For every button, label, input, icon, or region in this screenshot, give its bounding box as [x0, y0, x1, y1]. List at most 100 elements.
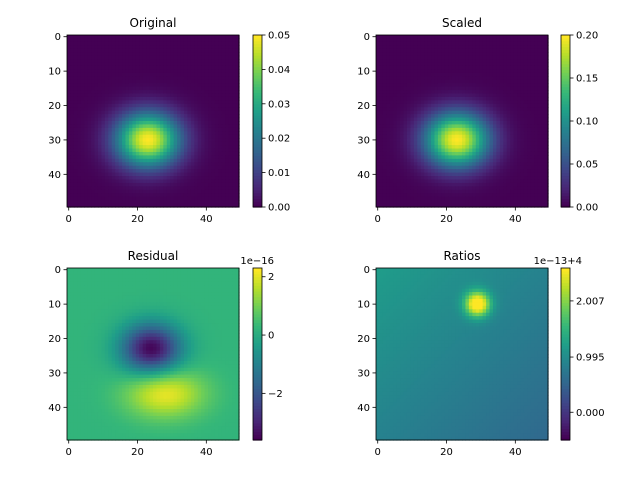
heatmap-cell: [205, 45, 209, 49]
heatmap-cell: [122, 162, 126, 166]
heatmap-cell: [421, 166, 425, 170]
heatmap-cell: [445, 63, 449, 67]
heatmap-cell: [232, 97, 236, 101]
heatmap-cell: [205, 173, 209, 177]
heatmap-cell: [215, 56, 219, 60]
heatmap-cell: [417, 93, 421, 97]
heatmap-cell: [112, 200, 116, 204]
heatmap-cell: [462, 35, 466, 39]
heatmap-cell: [194, 69, 198, 73]
heatmap-cell: [465, 73, 469, 77]
heatmap-cell: [379, 35, 383, 39]
heatmap-cell: [174, 197, 178, 201]
heatmap-cell: [222, 87, 226, 91]
heatmap-cell: [170, 149, 174, 153]
heatmap-cell: [407, 118, 411, 122]
heatmap-cell: [531, 138, 535, 142]
heatmap-cell: [414, 63, 418, 67]
heatmap-cell: [95, 145, 99, 149]
heatmap-cell: [174, 183, 178, 187]
heatmap-cell: [500, 107, 504, 111]
heatmap-cell: [115, 35, 119, 39]
heatmap-cell: [424, 56, 428, 60]
heatmap-cell: [493, 49, 497, 53]
heatmap-cell: [146, 166, 150, 170]
heatmap-cell: [125, 76, 129, 80]
heatmap-cell: [417, 69, 421, 73]
heatmap-cell: [476, 76, 480, 80]
heatmap-cell: [386, 35, 390, 39]
heatmap-cell: [119, 56, 123, 60]
heatmap-cell: [486, 69, 490, 73]
heatmap-cell: [541, 145, 545, 149]
heatmap-cell: [527, 135, 531, 139]
heatmap-cell: [70, 193, 74, 197]
heatmap-cell: [160, 162, 164, 166]
heatmap-cell: [379, 173, 383, 177]
heatmap-cell: [84, 135, 88, 139]
heatmap-cell: [119, 155, 123, 159]
heatmap-cell: [421, 52, 425, 56]
heatmap-cell: [81, 162, 85, 166]
heatmap-cell: [119, 42, 123, 46]
heatmap-cell: [184, 142, 188, 146]
heatmap-cell: [119, 52, 123, 56]
heatmap-cell: [184, 176, 188, 180]
heatmap-cell: [77, 76, 81, 80]
heatmap-cell: [205, 197, 209, 201]
heatmap-cell: [218, 66, 222, 70]
heatmap-cell: [531, 107, 535, 111]
heatmap-cell: [156, 107, 160, 111]
heatmap-cell: [174, 35, 178, 39]
heatmap-cell: [520, 128, 524, 132]
heatmap-cell: [77, 135, 81, 139]
heatmap-cell: [455, 69, 459, 73]
heatmap-cell: [527, 56, 531, 60]
heatmap-cell: [517, 173, 521, 177]
heatmap-cell: [517, 169, 521, 173]
heatmap-cell: [400, 97, 404, 101]
heatmap-cell: [112, 80, 116, 84]
heatmap-cell: [438, 80, 442, 84]
heatmap-cell: [232, 114, 236, 118]
heatmap-cell: [160, 138, 164, 142]
heatmap-cell: [517, 76, 521, 80]
heatmap-cell: [108, 97, 112, 101]
heatmap-cell: [112, 152, 116, 156]
heatmap-cell: [483, 152, 487, 156]
heatmap-cell: [541, 193, 545, 197]
heatmap-cell: [445, 83, 449, 87]
heatmap-cell: [421, 186, 425, 190]
heatmap-cell: [465, 80, 469, 84]
heatmap-cell: [163, 124, 167, 128]
heatmap-cell: [215, 135, 219, 139]
heatmap-cell: [527, 155, 531, 159]
heatmap-cell: [410, 49, 414, 53]
heatmap-cell: [455, 42, 459, 46]
heatmap-cell: [91, 52, 95, 56]
heatmap-cell: [139, 83, 143, 87]
heatmap-cell: [139, 159, 143, 163]
heatmap-cell: [455, 52, 459, 56]
heatmap-cell: [225, 124, 229, 128]
heatmap-cell: [503, 59, 507, 63]
heatmap-cell: [434, 128, 438, 132]
heatmap-cell: [428, 114, 432, 118]
heatmap-cell: [194, 197, 198, 201]
heatmap-cell: [400, 173, 404, 177]
heatmap-cell: [225, 45, 229, 49]
heatmap-cell: [129, 200, 133, 204]
heatmap-cell: [150, 63, 154, 67]
heatmap-cell: [205, 149, 209, 153]
heatmap-cell: [496, 131, 500, 135]
heatmap-cell: [153, 169, 157, 173]
heatmap-cell: [441, 69, 445, 73]
heatmap-cell: [211, 155, 215, 159]
heatmap-cell: [129, 49, 133, 53]
heatmap-cell: [421, 162, 425, 166]
heatmap-cell: [132, 166, 136, 170]
heatmap-cell: [428, 152, 432, 156]
heatmap-cell: [160, 111, 164, 115]
heatmap-cell: [84, 56, 88, 60]
heatmap-cell: [174, 45, 178, 49]
